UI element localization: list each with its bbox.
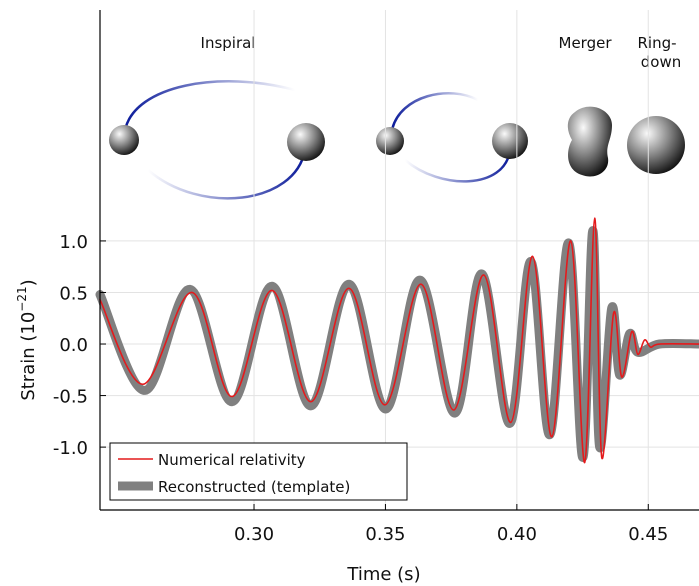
legend-box <box>109 442 408 501</box>
y-label-text: Strain (10 <box>18 312 39 401</box>
y-tick-label: -1.0 <box>53 438 88 459</box>
y-axis-label: Strain (10−21) <box>15 279 39 400</box>
y-label-exp: −21 <box>15 286 29 311</box>
y-tick-label: 1.0 <box>59 232 88 253</box>
x-tick-label: 0.35 <box>365 524 405 545</box>
annotation: Merger <box>559 34 613 52</box>
annotation: Ring- <box>637 34 676 52</box>
x-tick-label: 0.30 <box>234 524 274 545</box>
illustration <box>109 80 685 200</box>
annotation: Inspiral <box>201 34 256 52</box>
x-axis-label: Time (s) <box>346 564 420 585</box>
y-tick-label: 0.5 <box>59 283 88 304</box>
x-tick-label: 0.40 <box>497 524 537 545</box>
legend-label: Numerical relativity <box>158 451 306 469</box>
legend: Numerical relativity Reconstructed (templ… <box>109 442 408 501</box>
y-label-suffix: ) <box>18 279 39 286</box>
legend-label: Reconstructed (template) <box>158 478 350 496</box>
annotation: down <box>641 53 681 71</box>
y-tick-label: -0.5 <box>53 387 88 408</box>
series-line <box>99 217 699 464</box>
x-tick-label: 0.45 <box>628 524 668 545</box>
y-tick-label: 0.0 <box>59 335 88 356</box>
